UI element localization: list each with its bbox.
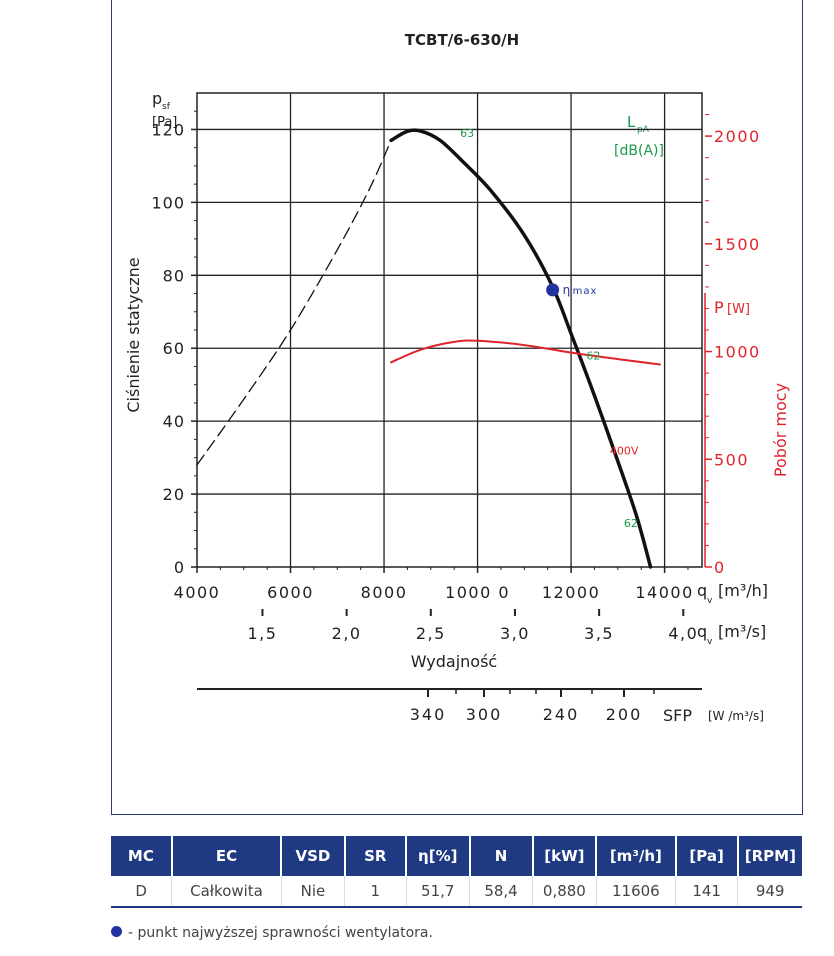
header-kw: [kW]: [532, 836, 598, 876]
chart-title: TCBT/6-630/H: [405, 31, 519, 49]
cell-rpm: 949: [737, 876, 802, 908]
x-unit-m3s-sub: v: [707, 637, 713, 647]
cell-kw: 0,880: [532, 876, 597, 908]
y-tick-label: 80: [163, 266, 185, 285]
cell-eta: 51,7: [406, 876, 470, 908]
y-tick-label: 20: [163, 485, 185, 504]
lpa-value-label: 63: [460, 127, 474, 140]
y-axis-symbol-sub: sf: [162, 102, 171, 112]
sfp-tick-label: 200: [606, 705, 643, 724]
x-tick-label-m3s: 3,0: [500, 624, 530, 643]
header-sr: SR: [344, 836, 408, 876]
x-tick-label-m3s: 1,5: [247, 624, 277, 643]
y-axis-symbol: p: [152, 89, 162, 108]
y-tick-label: 120: [151, 120, 185, 139]
cell-mc: D: [111, 876, 173, 908]
right-tick-label: 500: [714, 450, 749, 469]
footnote: - punkt najwyższej sprawności wentylator…: [111, 925, 433, 941]
x-tick-label-m3s: 2,0: [332, 624, 362, 643]
pressure-curve-unstable: [196, 139, 392, 466]
right-axis-unit: [W]: [727, 302, 750, 317]
cell-pa: 141: [675, 876, 739, 908]
right-axis-label: Pobór mocy: [771, 383, 790, 477]
x-unit-m3h-sub: v: [707, 596, 713, 606]
x-tick-label-m3s: 4,0: [668, 624, 698, 643]
header-ec: EC: [171, 836, 283, 876]
y-tick-label: 100: [151, 193, 185, 212]
sfp-label: SFP: [663, 706, 692, 725]
right-axis-symbol: P: [714, 298, 724, 317]
fan-curve-chart: TCBT/6-630/H p sf [Pa] Ciśnienie statycz…: [124, 31, 790, 725]
power-curve-400v: [390, 339, 661, 366]
x-tick-label-m3h: 12000: [542, 583, 600, 602]
right-tick-label: 2000: [714, 127, 761, 146]
pressure-curve: [389, 128, 653, 569]
table-header-row: MC EC VSD SR η[%] N [kW] [m³/h] [Pa] [RP…: [111, 836, 802, 876]
max-efficiency-dot-icon: [111, 926, 122, 937]
lpa-value-label: 62: [586, 350, 600, 363]
footnote-text: - punkt najwyższej sprawności wentylator…: [128, 925, 433, 941]
sfp-tick-label: 340: [410, 705, 447, 724]
x-tick-label-m3h: 8000: [361, 583, 408, 602]
x-unit-m3s-symbol: q: [697, 622, 707, 641]
lpa-symbol: L: [627, 113, 636, 131]
right-tick-label: 1000: [714, 343, 761, 362]
cell-n: 58,4: [469, 876, 534, 908]
header-pa: [Pa]: [675, 836, 739, 876]
chart-panel: TCBT/6-630/H p sf [Pa] Ciśnienie statycz…: [111, 0, 803, 815]
lpa-value-label: 62: [624, 517, 638, 530]
max-efficiency-label: η: [563, 283, 571, 297]
x-tick-label-m3h: 6000: [267, 583, 314, 602]
y-tick-label: 60: [163, 339, 185, 358]
right-tick-label: 1500: [714, 235, 761, 254]
plot-frame: [196, 92, 703, 568]
header-eta: η[%]: [406, 836, 471, 876]
fan-parameters-table: MC EC VSD SR η[%] N [kW] [m³/h] [Pa] [RP…: [111, 836, 802, 908]
x-tick-label-m3s: 2,5: [416, 624, 446, 643]
series-label-400v: 400V: [610, 444, 639, 457]
y-tick-label: 40: [163, 412, 185, 431]
header-n: N: [469, 836, 534, 876]
max-efficiency-point: [546, 283, 560, 297]
x-axis-label: Wydajność: [411, 652, 497, 671]
x-tick-label-m3h: 1000 0: [445, 583, 510, 602]
header-vsd: VSD: [281, 836, 346, 876]
x-unit-m3s-rest: [m³/s]: [718, 622, 766, 641]
y-tick-label: 0: [174, 558, 185, 577]
x-unit-m3h-rest: [m³/h]: [718, 581, 768, 600]
sfp-unit: [W /m³/s]: [708, 709, 764, 723]
header-m3h: [m³/h]: [596, 836, 677, 876]
sfp-tick-label: 300: [466, 705, 503, 724]
cell-vsd: Nie: [281, 876, 346, 908]
header-mc: MC: [111, 836, 173, 876]
cell-m3h: 11606: [596, 876, 677, 908]
x-tick-label-m3s: 3,5: [584, 624, 614, 643]
x-unit-m3h-symbol: q: [697, 581, 707, 600]
x-tick-label-m3h: 4000: [174, 583, 221, 602]
y-axis-label: Ciśnienie statyczne: [124, 257, 143, 412]
table-row: D Całkowita Nie 1 51,7 58,4 0,880 11606 …: [111, 876, 802, 908]
y-axis-unit: [Pa]: [152, 115, 177, 130]
cell-ec: Całkowita: [171, 876, 282, 908]
max-efficiency-label-sub: max: [573, 286, 598, 297]
x-tick-label-m3h: 14000: [635, 583, 693, 602]
header-rpm: [RPM]: [737, 836, 802, 876]
sfp-tick-label: 240: [543, 705, 580, 724]
lpa-unit: [dB(A)]: [614, 143, 664, 159]
right-tick-label: 0: [714, 558, 726, 577]
cell-sr: 1: [344, 876, 407, 908]
